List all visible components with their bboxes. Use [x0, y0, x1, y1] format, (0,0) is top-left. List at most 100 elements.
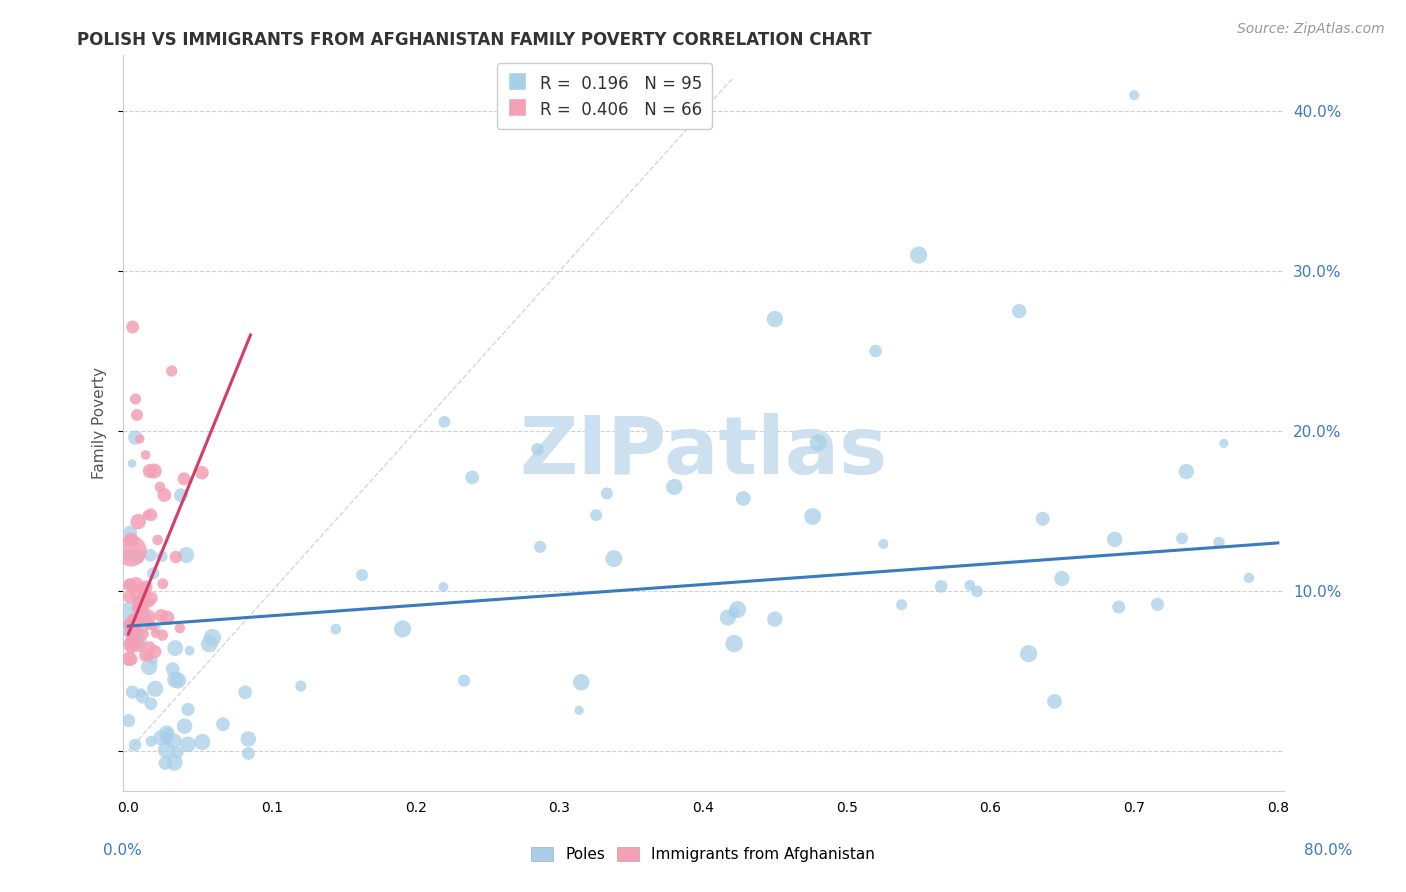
Point	[163, 756, 186, 770]
Point	[959, 578, 981, 592]
Point	[169, 621, 191, 635]
Point	[585, 508, 607, 522]
Point	[143, 464, 166, 478]
Point	[156, 725, 179, 739]
Point	[125, 601, 148, 615]
Point	[1171, 532, 1194, 546]
Point	[150, 549, 173, 564]
Point	[120, 618, 142, 632]
Point	[160, 364, 183, 378]
Point	[238, 731, 260, 746]
Point	[131, 690, 153, 704]
Point	[134, 648, 156, 663]
Legend: R =  0.196   N = 95, R =  0.406   N = 66: R = 0.196 N = 95, R = 0.406 N = 66	[496, 63, 713, 128]
Point	[596, 486, 619, 500]
Point	[201, 631, 224, 645]
Point	[166, 746, 188, 760]
Point	[162, 662, 184, 676]
Point	[122, 632, 145, 647]
Point	[664, 480, 686, 494]
Point	[173, 472, 195, 486]
Point	[142, 653, 165, 667]
Point	[152, 576, 174, 591]
Point	[124, 632, 146, 647]
Point	[122, 617, 145, 632]
Point	[129, 686, 152, 700]
Point	[125, 586, 148, 600]
Point	[128, 639, 150, 653]
Point	[145, 626, 167, 640]
Point	[120, 544, 142, 558]
Point	[156, 611, 179, 625]
Point	[1008, 304, 1031, 318]
Point	[118, 622, 141, 636]
Point	[118, 548, 141, 562]
Point	[717, 610, 740, 624]
Point	[142, 619, 165, 633]
Point	[135, 448, 157, 462]
Point	[138, 649, 160, 664]
Text: POLISH VS IMMIGRANTS FROM AFGHANISTAN FAMILY POVERTY CORRELATION CHART: POLISH VS IMMIGRANTS FROM AFGHANISTAN FA…	[77, 31, 872, 49]
Point	[138, 640, 160, 655]
Point	[120, 533, 142, 547]
Point	[569, 675, 592, 690]
Point	[127, 619, 149, 633]
Point	[124, 392, 146, 406]
Point	[1175, 465, 1198, 479]
Point	[157, 725, 180, 739]
Point	[526, 442, 548, 457]
Point	[128, 432, 150, 446]
Point	[125, 577, 148, 591]
Point	[153, 488, 176, 502]
Point	[238, 747, 260, 761]
Point	[461, 470, 484, 484]
Point	[131, 582, 153, 596]
Point	[723, 637, 745, 651]
Point	[118, 652, 141, 666]
Point	[127, 549, 149, 564]
Point	[118, 590, 141, 604]
Point	[568, 703, 591, 717]
Point	[391, 622, 413, 636]
Point	[142, 566, 165, 581]
Point	[120, 638, 142, 652]
Point	[138, 617, 160, 632]
Point	[139, 697, 162, 711]
Point	[128, 634, 150, 648]
Point	[1108, 599, 1130, 614]
Point	[165, 549, 187, 564]
Point	[198, 637, 221, 651]
Point	[121, 634, 143, 648]
Point	[125, 408, 148, 422]
Point	[1146, 598, 1168, 612]
Point	[129, 598, 152, 612]
Point	[145, 621, 167, 635]
Point	[801, 509, 824, 524]
Y-axis label: Family Poverty: Family Poverty	[93, 367, 107, 479]
Point	[139, 595, 162, 609]
Point	[143, 681, 166, 696]
Point	[131, 590, 153, 604]
Point	[165, 673, 187, 687]
Point	[433, 415, 456, 429]
Point	[149, 731, 172, 745]
Point	[121, 631, 143, 645]
Point	[603, 551, 626, 566]
Point	[763, 312, 786, 326]
Point	[1018, 647, 1040, 661]
Point	[118, 714, 141, 728]
Point	[124, 738, 146, 752]
Point	[890, 598, 912, 612]
Point	[177, 702, 200, 716]
Point	[966, 584, 988, 599]
Point	[1032, 512, 1054, 526]
Point	[191, 466, 214, 480]
Point	[723, 606, 745, 620]
Point	[129, 596, 152, 610]
Point	[146, 533, 169, 547]
Point	[120, 525, 142, 540]
Point	[138, 610, 160, 624]
Point	[127, 515, 149, 529]
Point	[872, 537, 894, 551]
Point	[929, 579, 952, 593]
